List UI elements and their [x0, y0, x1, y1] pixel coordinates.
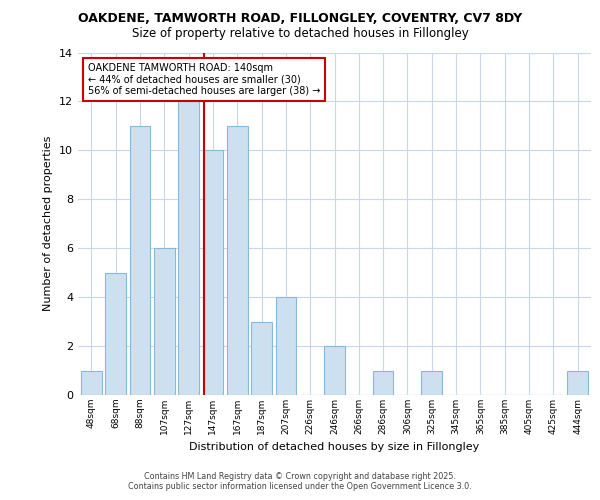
Bar	[275, 297, 296, 395]
Text: OAKDENE, TAMWORTH ROAD, FILLONGLEY, COVENTRY, CV7 8DY: OAKDENE, TAMWORTH ROAD, FILLONGLEY, COVE…	[78, 12, 522, 26]
Bar	[178, 102, 199, 395]
Bar	[130, 126, 151, 395]
X-axis label: Distribution of detached houses by size in Fillongley: Distribution of detached houses by size …	[190, 442, 479, 452]
Bar	[203, 150, 223, 395]
Bar	[154, 248, 175, 395]
Bar	[373, 370, 394, 395]
Bar	[227, 126, 248, 395]
Y-axis label: Number of detached properties: Number of detached properties	[43, 136, 53, 312]
Text: Contains public sector information licensed under the Open Government Licence 3.: Contains public sector information licen…	[128, 482, 472, 491]
Text: Contains HM Land Registry data © Crown copyright and database right 2025.: Contains HM Land Registry data © Crown c…	[144, 472, 456, 481]
Bar	[324, 346, 345, 395]
Bar	[81, 370, 102, 395]
Text: Size of property relative to detached houses in Fillongley: Size of property relative to detached ho…	[131, 28, 469, 40]
Bar	[421, 370, 442, 395]
Text: OAKDENE TAMWORTH ROAD: 140sqm
← 44% of detached houses are smaller (30)
56% of s: OAKDENE TAMWORTH ROAD: 140sqm ← 44% of d…	[88, 63, 320, 96]
Bar	[567, 370, 588, 395]
Bar	[251, 322, 272, 395]
Bar	[106, 272, 126, 395]
